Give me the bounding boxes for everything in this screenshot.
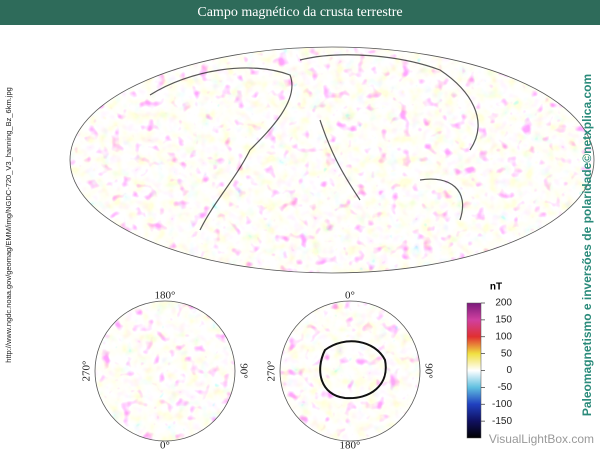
- colorbar-tick-label: -150: [492, 416, 512, 427]
- source-url: http://www.ngdc.noaa.gov/geomag/EMM/img/…: [4, 87, 13, 363]
- degree-label: 90°: [237, 363, 249, 378]
- world-map: [70, 47, 594, 273]
- degree-label: 180°: [340, 440, 361, 450]
- watermark: VisualLightBox.com: [489, 432, 594, 446]
- degree-label: 180°: [155, 290, 176, 302]
- north-polar-map: [95, 301, 235, 441]
- south-polar-map: [280, 301, 420, 441]
- title-bar: [0, 0, 600, 25]
- map-outline: [69, 46, 595, 274]
- degree-label: 90°: [422, 363, 434, 378]
- north-polar-outline: [94, 300, 236, 442]
- colorbar-tick-label: 100: [495, 331, 512, 342]
- colorbar-tick-label: 50: [501, 348, 513, 359]
- degree-label: 0°: [345, 290, 355, 302]
- credit: Paleomagnetismo e inversões de polaridad…: [580, 74, 594, 416]
- degree-label: 0°: [160, 440, 170, 450]
- colorbar: [466, 302, 482, 439]
- colorbar-tick-label: 200: [495, 298, 512, 309]
- colorbar-tick-label: -50: [498, 382, 513, 393]
- colorbar-unit: nT: [490, 282, 502, 293]
- colorbar-tick-label: 150: [495, 315, 512, 326]
- degree-label: 270°: [81, 361, 93, 382]
- colorbar-tick-label: -100: [492, 399, 512, 410]
- colorbar-tick-label: 0: [506, 365, 512, 376]
- title: Campo magnético da crusta terrestre: [197, 5, 402, 20]
- south-polar-outline: [279, 300, 421, 442]
- degree-label: 270°: [266, 361, 278, 382]
